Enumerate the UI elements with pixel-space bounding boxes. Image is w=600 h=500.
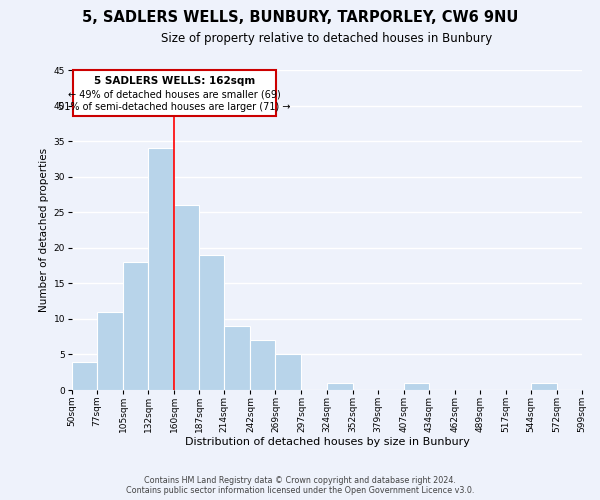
Bar <box>275 354 301 390</box>
Bar <box>123 262 148 390</box>
Text: Contains HM Land Registry data © Crown copyright and database right 2024.
Contai: Contains HM Land Registry data © Crown c… <box>126 476 474 495</box>
Bar <box>97 312 123 390</box>
Text: 5, SADLERS WELLS, BUNBURY, TARPORLEY, CW6 9NU: 5, SADLERS WELLS, BUNBURY, TARPORLEY, CW… <box>82 10 518 25</box>
Text: 5 SADLERS WELLS: 162sqm: 5 SADLERS WELLS: 162sqm <box>94 76 255 86</box>
X-axis label: Distribution of detached houses by size in Bunbury: Distribution of detached houses by size … <box>185 438 469 448</box>
Y-axis label: Number of detached properties: Number of detached properties <box>40 148 49 312</box>
Bar <box>326 383 353 390</box>
FancyBboxPatch shape <box>73 70 277 116</box>
Bar <box>199 255 224 390</box>
Title: Size of property relative to detached houses in Bunbury: Size of property relative to detached ho… <box>161 32 493 45</box>
Bar <box>174 205 199 390</box>
Bar <box>148 148 174 390</box>
Bar <box>72 362 97 390</box>
Bar <box>404 383 429 390</box>
Text: 51% of semi-detached houses are larger (71) →: 51% of semi-detached houses are larger (… <box>58 102 291 112</box>
Bar <box>250 340 275 390</box>
Bar <box>224 326 250 390</box>
Text: ← 49% of detached houses are smaller (69): ← 49% of detached houses are smaller (69… <box>68 90 281 100</box>
Bar <box>531 383 557 390</box>
